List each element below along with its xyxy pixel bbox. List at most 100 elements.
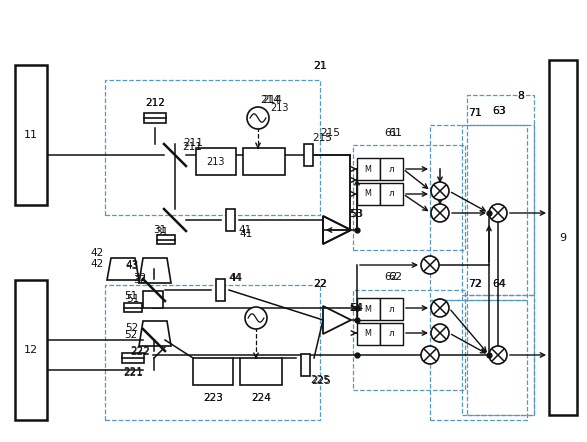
Circle shape (421, 256, 439, 274)
Text: 8: 8 (517, 91, 525, 101)
Circle shape (245, 307, 267, 329)
Text: л: л (388, 164, 394, 174)
Text: M: M (365, 164, 372, 174)
FancyBboxPatch shape (549, 60, 577, 415)
Text: 221: 221 (123, 368, 143, 378)
Text: 51: 51 (124, 291, 137, 301)
Text: 53: 53 (350, 209, 363, 219)
Text: 32: 32 (133, 275, 147, 285)
Text: 224: 224 (251, 393, 271, 403)
Text: 71: 71 (468, 108, 481, 118)
Text: л: л (388, 329, 394, 339)
Circle shape (431, 299, 449, 317)
FancyBboxPatch shape (143, 291, 163, 308)
Text: 44: 44 (230, 273, 242, 283)
Text: 72: 72 (468, 279, 481, 289)
Text: 222: 222 (130, 347, 150, 357)
Text: 62: 62 (384, 272, 397, 282)
Circle shape (489, 204, 507, 222)
Text: 64: 64 (492, 279, 506, 289)
Text: 32: 32 (133, 273, 147, 283)
Text: 215: 215 (320, 128, 340, 138)
Text: 223: 223 (203, 393, 223, 403)
Text: 51: 51 (126, 294, 140, 304)
Text: 44: 44 (228, 273, 242, 283)
Circle shape (431, 324, 449, 342)
Text: 53: 53 (349, 209, 363, 219)
FancyBboxPatch shape (243, 148, 285, 175)
FancyBboxPatch shape (380, 183, 403, 205)
Text: 54: 54 (349, 303, 363, 313)
Text: 225: 225 (311, 376, 331, 386)
Text: 22: 22 (313, 279, 326, 289)
FancyBboxPatch shape (240, 358, 282, 385)
Text: 52: 52 (124, 330, 137, 340)
FancyBboxPatch shape (357, 183, 380, 205)
FancyBboxPatch shape (380, 323, 403, 345)
Text: 41: 41 (239, 229, 252, 239)
Text: 11: 11 (24, 130, 38, 140)
Text: 215: 215 (312, 133, 332, 143)
FancyBboxPatch shape (122, 353, 144, 363)
Text: 52: 52 (126, 323, 139, 333)
Text: 22: 22 (313, 279, 327, 289)
Text: 211: 211 (183, 138, 203, 148)
Text: 21: 21 (313, 61, 327, 71)
Text: 221: 221 (123, 367, 143, 377)
FancyBboxPatch shape (357, 158, 380, 180)
FancyBboxPatch shape (301, 354, 310, 376)
Text: 72: 72 (468, 279, 482, 289)
FancyBboxPatch shape (357, 323, 380, 345)
Text: 31: 31 (156, 227, 168, 237)
Text: 63: 63 (492, 106, 506, 116)
Text: 42: 42 (90, 248, 104, 258)
Text: 21: 21 (313, 61, 326, 71)
FancyBboxPatch shape (193, 358, 233, 385)
Text: M: M (365, 305, 372, 313)
FancyBboxPatch shape (157, 235, 175, 244)
FancyBboxPatch shape (380, 158, 403, 180)
Text: 42: 42 (90, 259, 104, 269)
Text: 211: 211 (182, 142, 202, 152)
Circle shape (489, 346, 507, 364)
Text: 71: 71 (468, 108, 482, 118)
Text: 212: 212 (145, 98, 165, 108)
Text: 63: 63 (492, 106, 505, 116)
Text: 62: 62 (388, 272, 402, 282)
Text: 54: 54 (350, 303, 363, 313)
Text: 214: 214 (260, 95, 280, 105)
FancyBboxPatch shape (124, 303, 142, 312)
FancyBboxPatch shape (304, 144, 313, 166)
FancyBboxPatch shape (380, 298, 403, 320)
Circle shape (431, 204, 449, 222)
Text: 213: 213 (271, 103, 289, 113)
Text: 61: 61 (388, 128, 402, 138)
Text: 31: 31 (153, 225, 167, 235)
Text: 213: 213 (207, 157, 225, 167)
Text: 41: 41 (238, 225, 252, 235)
Circle shape (431, 182, 449, 200)
Text: 214: 214 (262, 95, 282, 105)
Circle shape (247, 107, 269, 129)
FancyBboxPatch shape (144, 113, 166, 123)
Text: л: л (388, 305, 394, 313)
Text: M: M (365, 329, 372, 339)
Text: 224: 224 (251, 393, 271, 403)
FancyBboxPatch shape (15, 280, 47, 420)
Text: 9: 9 (559, 233, 566, 243)
FancyBboxPatch shape (196, 148, 236, 175)
Text: 43: 43 (126, 260, 139, 270)
Circle shape (421, 346, 439, 364)
FancyBboxPatch shape (15, 65, 47, 205)
Text: 212: 212 (145, 98, 165, 108)
Text: 12: 12 (24, 345, 38, 355)
FancyBboxPatch shape (226, 209, 235, 231)
Text: л: л (388, 190, 394, 198)
Text: 64: 64 (492, 279, 505, 289)
Text: M: M (365, 190, 372, 198)
FancyBboxPatch shape (357, 298, 380, 320)
Text: 43: 43 (126, 261, 139, 271)
Text: 8: 8 (518, 91, 524, 101)
Text: 223: 223 (203, 393, 223, 403)
Text: 225: 225 (310, 375, 330, 385)
